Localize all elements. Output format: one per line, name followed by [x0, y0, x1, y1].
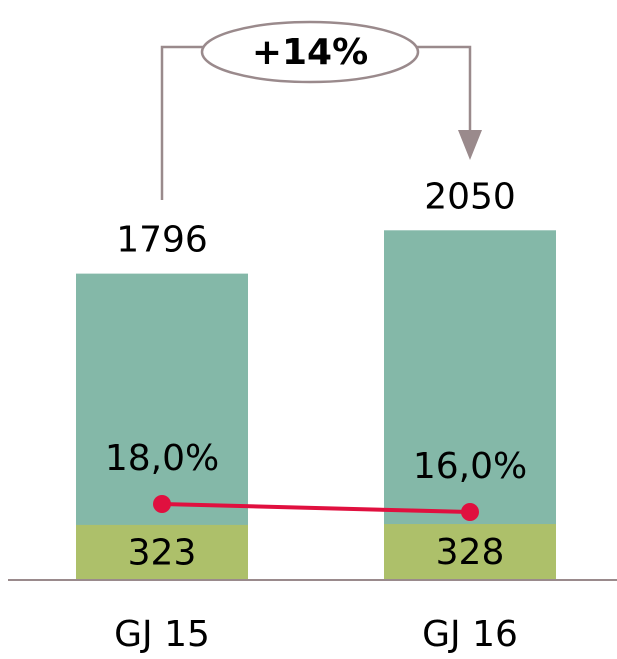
annotation-ellipse — [200, 20, 420, 84]
line-label: 18,0% — [105, 438, 219, 479]
line — [161, 502, 471, 514]
annotation-connector — [160, 45, 203, 200]
growth-annotation: +14% — [160, 20, 482, 200]
line-marker — [153, 495, 171, 513]
segment-label: 328 — [436, 532, 505, 573]
total-label: 1796 — [116, 220, 208, 261]
bar — [384, 230, 556, 580]
annotation-connector — [417, 45, 472, 132]
annotation-arrowhead — [458, 130, 482, 160]
bar — [76, 524, 248, 580]
segment-label: 323 — [128, 532, 197, 573]
x-tick-label: GJ 15 — [114, 614, 210, 655]
total-label: 2050 — [424, 176, 516, 217]
line-label: 16,0% — [413, 446, 527, 487]
line-marker — [461, 503, 479, 521]
annotation-text: +14% — [252, 32, 368, 73]
bar — [384, 524, 556, 580]
x-tick-label: GJ 16 — [422, 614, 518, 655]
